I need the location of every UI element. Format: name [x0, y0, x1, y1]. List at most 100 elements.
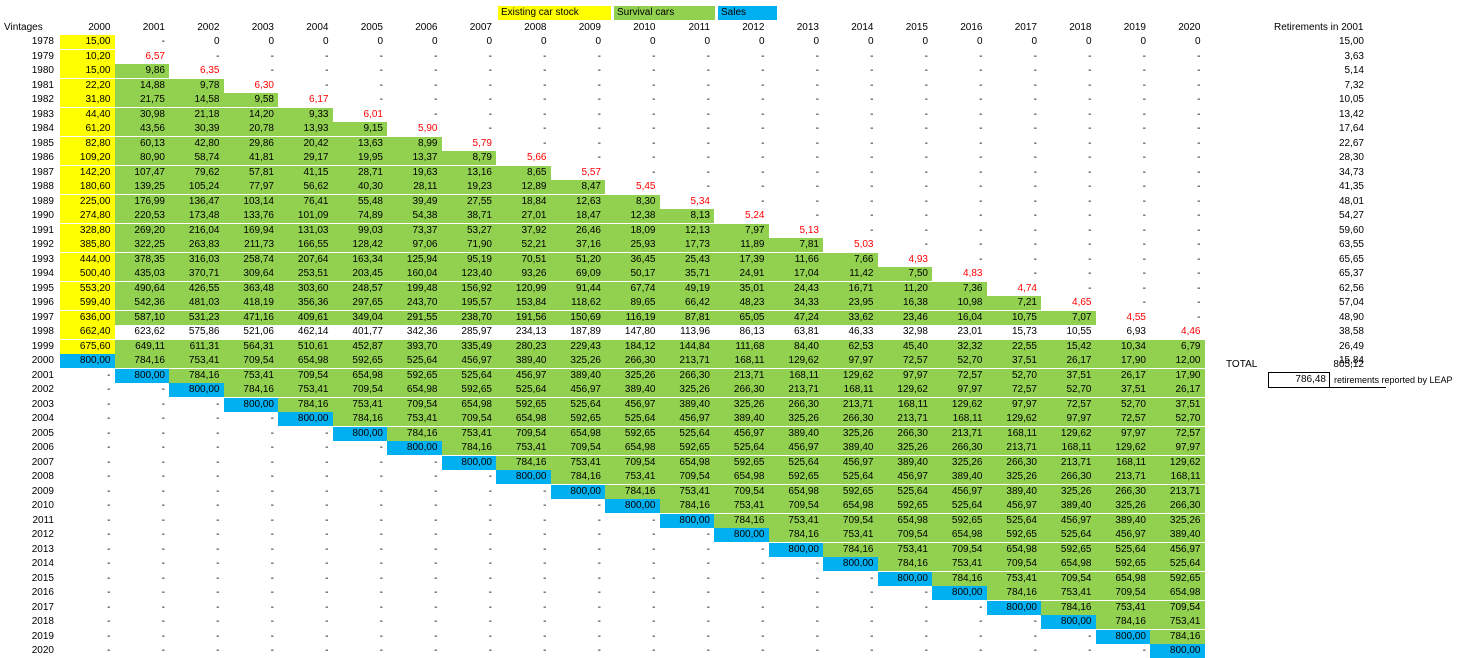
- table-cell: -: [488, 514, 492, 526]
- table-cell: 401,77: [352, 326, 383, 337]
- table-cell: -: [761, 65, 765, 76]
- table-cell: -: [379, 572, 383, 584]
- table-cell: 325,26: [768, 412, 823, 426]
- table-cell: -: [979, 601, 983, 613]
- table-cell: -: [979, 137, 983, 149]
- table-cell: 6,30: [254, 79, 274, 91]
- table-cell: 800,00: [659, 513, 714, 528]
- table-cell: 389,40: [659, 397, 714, 412]
- table-cell: -: [924, 50, 928, 62]
- table-cell: 57,81: [223, 165, 278, 180]
- table-cell: 662,40: [60, 325, 115, 339]
- table-cell: -: [1142, 65, 1146, 76]
- table-cell: -: [761, 587, 765, 598]
- table-cell: 131,03: [278, 223, 333, 238]
- table-cell: -: [107, 572, 111, 584]
- table-cell: -: [1033, 210, 1037, 221]
- table-cell: 385,80: [60, 238, 115, 252]
- table-cell: 62,53: [823, 339, 878, 354]
- table-cell: -: [706, 65, 710, 76]
- table-cell: -: [1033, 630, 1037, 642]
- table-cell: 87,81: [659, 310, 714, 325]
- table-cell: -: [924, 166, 928, 178]
- table-cell: -: [1197, 282, 1201, 294]
- table-cell: 22,55: [986, 339, 1041, 354]
- table-cell: -: [1088, 268, 1092, 279]
- table-cell: 20,78: [223, 122, 278, 136]
- table-cell: -: [1033, 65, 1037, 76]
- table-cell: -: [761, 616, 765, 627]
- table-cell: 168,11: [986, 426, 1041, 441]
- table-cell: -: [652, 630, 656, 642]
- table-cell: -: [107, 398, 111, 410]
- table-cell: 199,48: [387, 281, 442, 296]
- table-cell: -: [870, 137, 874, 149]
- table-cell: 0: [431, 36, 438, 47]
- table-cell: 525,64: [659, 426, 714, 441]
- table-cell: -: [706, 137, 710, 149]
- table-cell: 213,71: [877, 412, 932, 426]
- table-cell: 19,63: [387, 165, 442, 180]
- vintage-label: 1980: [31, 65, 54, 76]
- table-cell: -: [379, 79, 383, 91]
- table-cell: 456,97: [823, 455, 878, 470]
- table-cell: -: [815, 587, 819, 598]
- table-cell: -: [1142, 152, 1146, 163]
- table-cell: -: [706, 616, 710, 627]
- legend-survival-cars: Survival cars: [614, 6, 715, 20]
- table-cell: 6,79: [1150, 339, 1205, 354]
- table-cell: -: [543, 529, 547, 540]
- table-cell: 52,70: [932, 354, 987, 368]
- table-cell: 753,41: [332, 397, 387, 412]
- table-cell: 213,71: [768, 383, 823, 397]
- table-cell: -: [597, 137, 601, 149]
- table-cell: -: [270, 630, 274, 642]
- table-cell: 180,60: [60, 180, 115, 194]
- table-cell: 13,16: [441, 165, 496, 180]
- table-cell: -: [161, 471, 165, 482]
- table-cell: -: [979, 94, 983, 105]
- vintage-label: 1988: [31, 181, 54, 192]
- table-cell: -: [488, 572, 492, 584]
- table-cell: 654,98: [986, 542, 1041, 557]
- table-cell: -: [1142, 137, 1146, 149]
- table-cell: 213,71: [1150, 484, 1205, 499]
- table-cell: -: [434, 108, 438, 120]
- table-cell: -: [270, 65, 274, 76]
- table-cell: 753,41: [169, 354, 224, 368]
- table-cell: 9,86: [114, 64, 169, 78]
- total-value: 805,12: [1333, 359, 1364, 370]
- table-cell: -: [815, 50, 819, 62]
- table-cell: 709,54: [986, 557, 1041, 571]
- table-cell: -: [488, 616, 492, 627]
- table-cell: -: [761, 94, 765, 105]
- table-cell: -: [652, 79, 656, 91]
- table-cell: 266,30: [932, 441, 987, 455]
- table-cell: -: [1197, 195, 1201, 207]
- table-cell: 50,17: [605, 267, 660, 281]
- table-cell: 11,20: [877, 281, 932, 296]
- vintage-label: 2002: [31, 384, 54, 395]
- table-cell: 82,80: [60, 136, 115, 151]
- table-cell: 4,55: [1126, 311, 1146, 323]
- table-cell: 709,54: [932, 542, 987, 557]
- table-cell: 649,11: [114, 339, 169, 354]
- table-cell: 490,64: [114, 281, 169, 296]
- table-cell: -: [597, 123, 601, 134]
- table-cell: -: [597, 79, 601, 91]
- table-cell: -: [652, 543, 656, 555]
- table-cell: -: [924, 108, 928, 120]
- table-cell: 784,16: [550, 470, 605, 484]
- table-cell: 21,75: [114, 93, 169, 107]
- table-cell: -: [815, 645, 819, 656]
- table-cell: 53,27: [441, 223, 496, 238]
- table-cell: -: [325, 456, 329, 468]
- table-cell: 5,03: [854, 239, 874, 250]
- table-cell: -: [1142, 224, 1146, 236]
- table-cell: 800,00: [877, 571, 932, 586]
- table-cell: 8,65: [496, 165, 551, 180]
- table-cell: 654,98: [441, 397, 496, 412]
- table-cell: 784,16: [1095, 615, 1150, 629]
- table-cell: 101,09: [278, 209, 333, 223]
- table-cell: -: [434, 94, 438, 105]
